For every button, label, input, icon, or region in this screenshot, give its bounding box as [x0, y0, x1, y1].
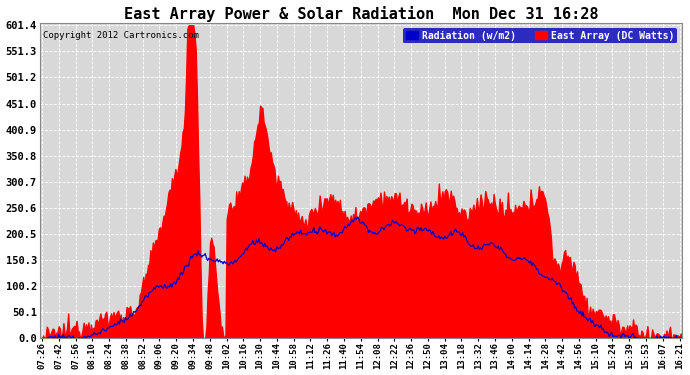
Text: Copyright 2012 Cartronics.com: Copyright 2012 Cartronics.com [43, 31, 199, 40]
Title: East Array Power & Solar Radiation  Mon Dec 31 16:28: East Array Power & Solar Radiation Mon D… [124, 6, 598, 21]
Legend: Radiation (w/m2), East Array (DC Watts): Radiation (w/m2), East Array (DC Watts) [403, 28, 677, 44]
